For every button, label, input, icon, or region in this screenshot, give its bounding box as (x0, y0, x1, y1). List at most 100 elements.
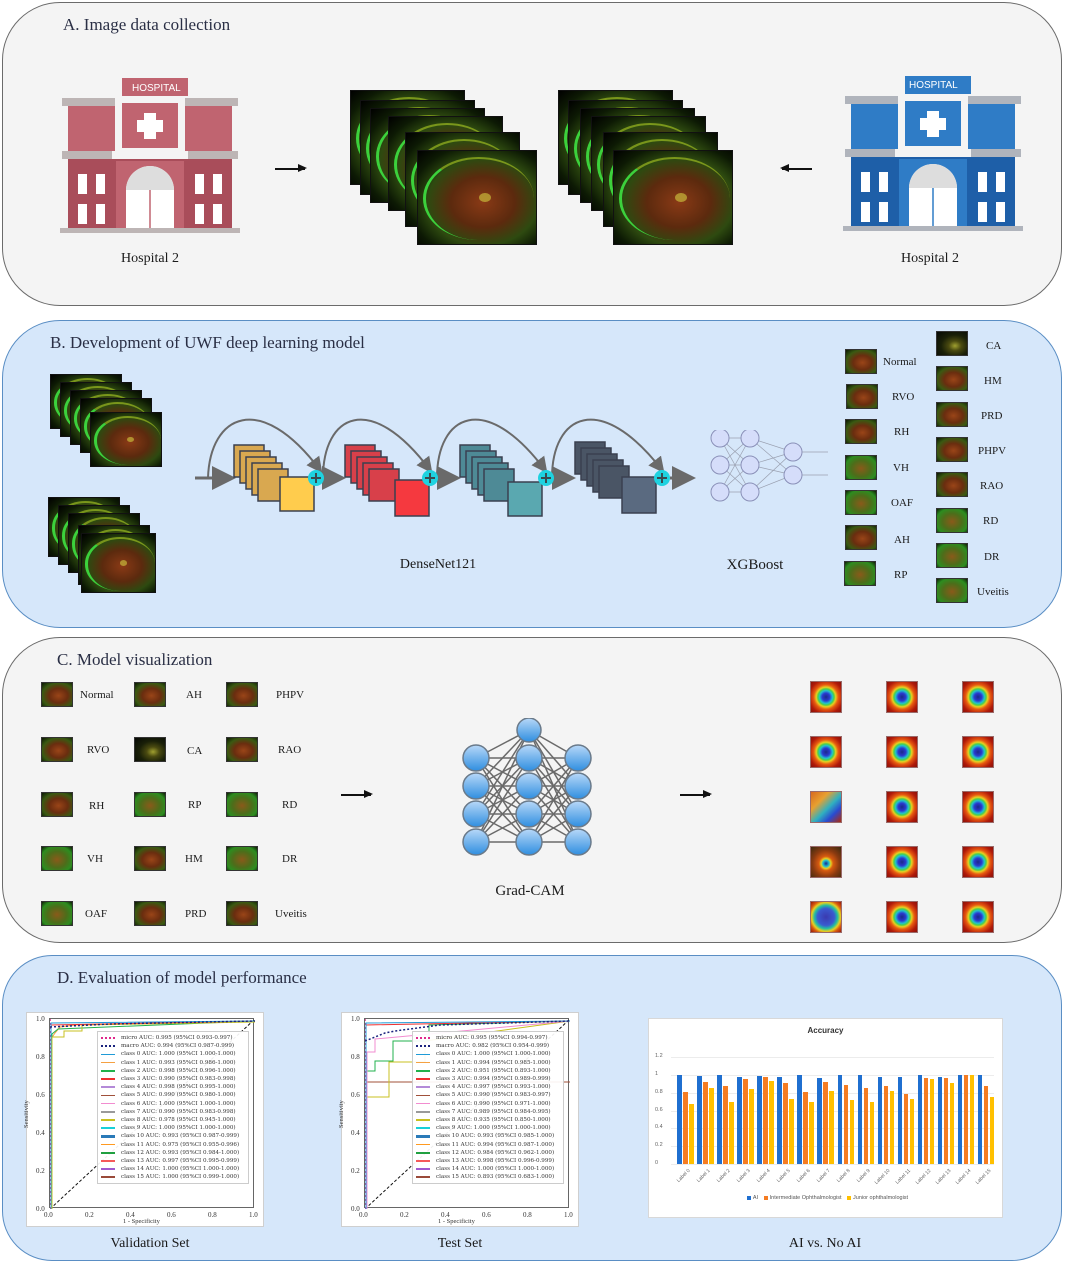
thumb-normal (845, 349, 877, 374)
ytick: 0.4 (36, 1129, 45, 1137)
bar-xtick: Label 11 (894, 1168, 912, 1186)
ytick: 0.8 (351, 1053, 360, 1061)
xtick: 0.2 (400, 1211, 409, 1219)
gridline (671, 1164, 994, 1165)
bar (949, 1082, 955, 1164)
bar-ytick: 1.2 (655, 1053, 663, 1059)
c-thumb-rao (226, 737, 258, 762)
class-label-rp: RP (894, 569, 908, 581)
xtick: 0.6 (167, 1211, 176, 1219)
bar-ytick: 1 (655, 1070, 659, 1077)
bar (783, 1082, 788, 1164)
thumb-prd (936, 402, 968, 427)
ytick: 0.6 (351, 1091, 360, 1099)
c-thumb-vh (41, 846, 73, 871)
ytick: 0.6 (36, 1091, 45, 1099)
hospital-blue-sign: HOSPITAL (909, 80, 958, 91)
bar (857, 1074, 863, 1164)
c-label-rao: RAO (278, 744, 302, 756)
c-label-dr: DR (282, 853, 298, 865)
bar-xtick: Label 5 (775, 1168, 792, 1184)
c-label-hm: HM (185, 853, 203, 865)
thumb-rd (936, 508, 968, 533)
roc-test-xlabel: 1 - Specificity (438, 1218, 475, 1225)
roc-test-ylabel: Sensitivity (338, 1100, 345, 1128)
heatmap-8 (886, 791, 918, 823)
ytick: 0.4 (351, 1129, 360, 1137)
bar (897, 1076, 903, 1164)
thumb-rvo (846, 384, 878, 409)
c-label-phpv: PHPV (276, 689, 305, 701)
c-label-prd: PRD (185, 908, 207, 920)
bar (703, 1081, 708, 1164)
xtick: 0.8 (523, 1211, 532, 1219)
bar (817, 1078, 822, 1164)
heatmap-1 (810, 681, 842, 713)
bar-xtick: Label 13 (934, 1168, 953, 1186)
bar (837, 1074, 842, 1164)
bar (883, 1085, 889, 1164)
heatmap-12 (962, 846, 994, 878)
class-label-phpv: PHPV (978, 445, 1007, 457)
ytick: 0.2 (36, 1167, 45, 1175)
c-thumb-normal (41, 682, 73, 707)
bar (983, 1086, 989, 1164)
bar-xtick: Label 14 (954, 1168, 973, 1186)
bar (929, 1079, 935, 1164)
c-thumb-ah (134, 682, 166, 707)
bar-xtick: Label 7 (815, 1168, 832, 1184)
class-label-oaf: OAF (891, 497, 914, 509)
bar (823, 1081, 828, 1164)
arrow-left-icon (780, 165, 812, 171)
thumb-uveitis (936, 578, 968, 603)
training-images-stack-1 (50, 374, 170, 474)
fundus-image-stack-right (558, 90, 758, 245)
bar (989, 1097, 995, 1164)
bar (849, 1099, 854, 1164)
thumb-rh (845, 419, 877, 444)
bar (923, 1077, 929, 1164)
c-label-rd: RD (282, 799, 298, 811)
bar-xtick: Label 2 (715, 1168, 732, 1184)
bar (863, 1088, 869, 1164)
roc-chart-validation: micro AUC: 0.995 (95%CI 0.993-0.997) mac… (23, 1012, 264, 1227)
c-thumb-phpv (226, 682, 258, 707)
thumb-rao (936, 472, 968, 497)
thumb-phpv (936, 437, 968, 462)
caption-ai-vs-no-ai: AI vs. No AI (788, 1236, 862, 1251)
hospital-right-caption: Hospital 2 (901, 251, 959, 266)
bar-xtick: Label 12 (914, 1168, 932, 1186)
c-thumb-ca (134, 737, 166, 762)
legend-junior: Junior ophthalmologist (853, 1195, 909, 1201)
bar (977, 1074, 983, 1164)
c-label-ca: CA (187, 745, 203, 757)
bar (889, 1090, 895, 1164)
class-label-rh: RH (894, 426, 910, 438)
c-label-uveitis: Uveitis (275, 908, 307, 920)
class-label-rao: RAO (980, 480, 1004, 492)
hospital-red-icon (60, 78, 240, 233)
bar (777, 1076, 782, 1164)
xtick: 0.2 (85, 1211, 94, 1219)
class-label-prd: PRD (981, 410, 1003, 422)
class-label-rvo: RVO (892, 391, 915, 403)
thumb-hm (936, 366, 968, 391)
thumb-ca (936, 331, 968, 356)
panel-model-development: B. Development of UWF deep learning mode… (2, 320, 1062, 628)
class-label-uveitis: Uveitis (977, 586, 1009, 598)
thumb-vh (845, 455, 877, 480)
heatmap-7 (810, 791, 842, 823)
heatmap-11 (886, 846, 918, 878)
class-label-ca: CA (986, 340, 1002, 352)
bar (683, 1091, 688, 1164)
class-label-hm: HM (984, 375, 1002, 387)
arrow-right-icon (275, 165, 307, 171)
xtick: 0.4 (126, 1211, 135, 1219)
c-thumb-hm (134, 846, 166, 871)
roc-validation-ylabel: Sensitivity (23, 1100, 30, 1128)
densenet-diagram (195, 418, 696, 517)
c-thumb-rd (226, 792, 258, 817)
bar (749, 1089, 754, 1164)
bar (723, 1085, 728, 1164)
thumb-oaf (845, 490, 877, 515)
